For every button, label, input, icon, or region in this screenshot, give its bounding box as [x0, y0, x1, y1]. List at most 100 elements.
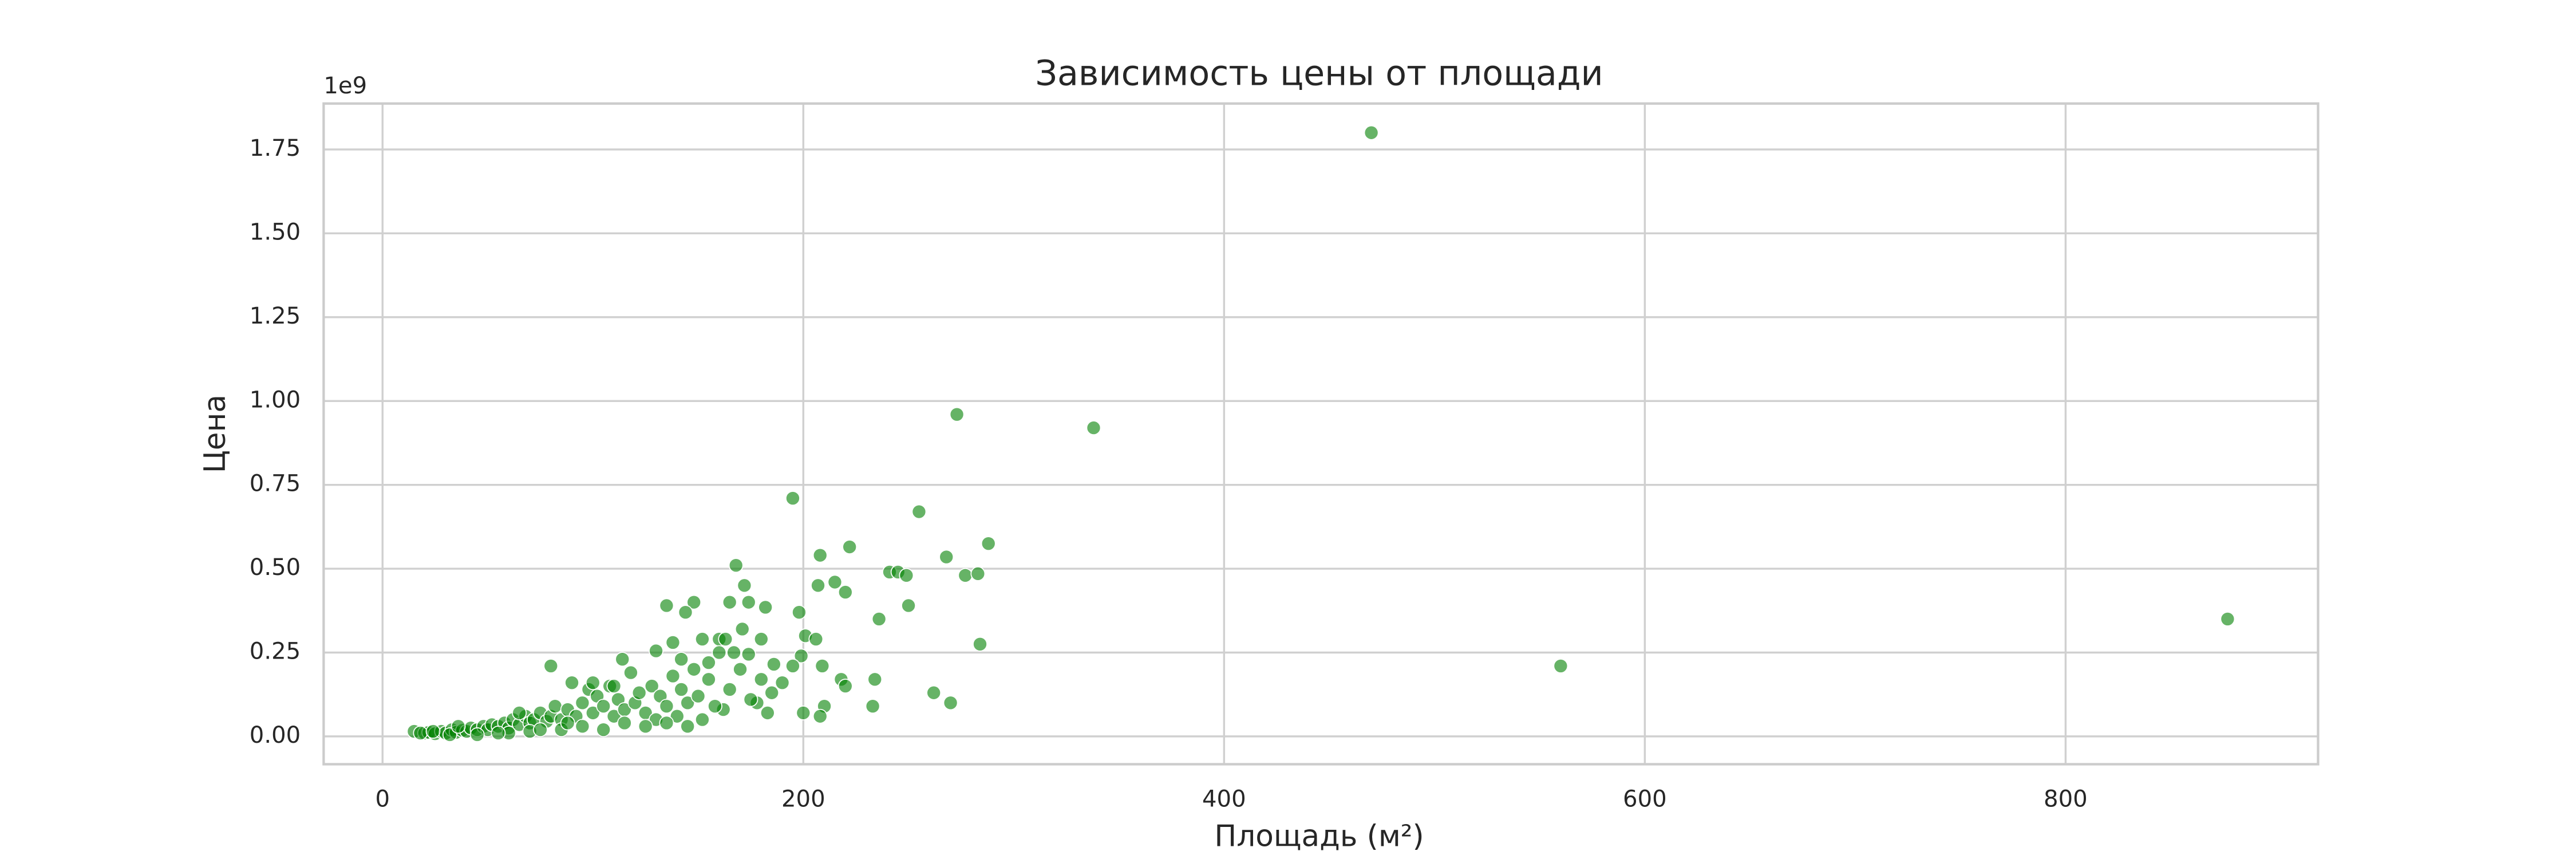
scatter-point	[644, 679, 659, 693]
scatter-point	[943, 695, 958, 711]
scatter-point	[865, 699, 880, 714]
scatter-point	[2220, 612, 2235, 626]
scatter-point	[812, 708, 828, 724]
scatter-point	[958, 568, 973, 583]
scatter-point	[701, 655, 716, 670]
scatter-point	[743, 692, 758, 707]
scatter-point	[543, 658, 559, 673]
scatter-point	[899, 568, 914, 583]
y-tick-label: 0.50	[250, 554, 301, 581]
scatter-point	[701, 672, 716, 687]
scatter-point	[785, 491, 800, 506]
scatter-point	[606, 679, 622, 693]
scatter-point	[871, 612, 887, 626]
scatter-point	[512, 705, 527, 720]
scatter-point	[753, 672, 769, 687]
x-tick-label: 0	[376, 786, 390, 813]
scatter-point	[764, 685, 780, 700]
scatter-point	[766, 657, 781, 672]
scatter-point	[842, 539, 858, 554]
scatter-point	[901, 598, 916, 613]
y-tick-label: 1.50	[250, 219, 301, 245]
scatter-point	[665, 668, 681, 684]
y-tick-label: 0.00	[250, 722, 301, 748]
scatter-point	[981, 536, 996, 551]
scatter-point	[596, 699, 611, 714]
scatter-point	[970, 566, 986, 581]
scatter-point	[926, 685, 942, 700]
scatter-point	[674, 652, 689, 667]
scatter-point	[669, 708, 685, 724]
scatter-point	[638, 719, 653, 734]
x-tick-label: 400	[1202, 786, 1246, 813]
scatter-point	[547, 699, 563, 714]
scatter-point	[606, 708, 622, 724]
x-axis-label: Площадь (м²)	[1214, 819, 1424, 854]
scatter-point	[734, 621, 750, 637]
scatter-point	[694, 632, 710, 647]
scatter-point	[718, 632, 733, 647]
x-tick-label: 600	[1623, 786, 1667, 813]
scatter-point	[733, 661, 748, 677]
y-axis-label: Цена	[198, 395, 232, 473]
plot: 0.00 0.25 0.50 0.75 1.00 1.25 1.50 1.75 0 200 400 6…	[250, 103, 2318, 813]
scatter-point	[939, 549, 954, 565]
scatter-point	[758, 600, 773, 615]
x-tick-label: 200	[781, 786, 825, 813]
scatter-point	[1553, 658, 1568, 673]
y-tick-label: 1.00	[250, 387, 301, 413]
scatter-point	[867, 672, 883, 687]
scatter-point	[686, 594, 702, 610]
scatter-point	[812, 547, 828, 563]
x-tick-label: 800	[2044, 786, 2088, 813]
scatter-point	[413, 726, 428, 740]
scatter-point	[949, 407, 965, 422]
scatter-point	[694, 712, 710, 727]
scatter-point	[686, 661, 702, 677]
scatter-point	[564, 675, 579, 691]
scatter-point	[808, 632, 824, 647]
scatter-point	[623, 665, 638, 680]
plot-frame	[322, 102, 2320, 766]
scatter-point	[712, 645, 727, 660]
scatter-point	[827, 574, 843, 590]
scatter-point	[811, 578, 825, 593]
scatter-point	[722, 594, 737, 610]
scatter-point	[649, 643, 663, 659]
scatter-point	[659, 715, 674, 731]
scatter-point	[680, 695, 696, 711]
scatter-point	[659, 699, 674, 714]
scatter-point	[659, 598, 674, 613]
chart-title: Зависимость цены от площади	[1035, 54, 1603, 94]
scatter-point	[728, 558, 744, 573]
scatter-point	[690, 688, 706, 704]
scatter-point	[741, 594, 756, 610]
scatter-point	[911, 504, 927, 519]
scatter-point	[708, 699, 722, 714]
scatter-point	[775, 675, 790, 691]
scatter-point	[796, 705, 811, 720]
scatter-point	[491, 726, 506, 740]
y-tick-label: 1.75	[250, 135, 301, 161]
y-tick-label: 0.75	[250, 471, 301, 497]
scatter-point	[753, 632, 769, 647]
scatter-point	[837, 679, 853, 693]
scatter-point	[680, 719, 696, 734]
scatter-point	[837, 585, 853, 600]
scatter-point	[674, 681, 689, 697]
scatter-point	[1364, 125, 1379, 140]
scatter-point	[793, 648, 809, 664]
scatter-point	[585, 675, 600, 691]
scatter-point	[760, 705, 775, 720]
scatter-point	[575, 695, 590, 711]
y-offset-label: 1e9	[323, 73, 367, 99]
scatter-point	[560, 715, 575, 731]
scatter-point	[973, 636, 987, 652]
scatter-point	[575, 719, 590, 734]
scatter-point	[665, 635, 681, 650]
scatter-point	[617, 715, 632, 731]
scatter-point	[815, 658, 830, 673]
